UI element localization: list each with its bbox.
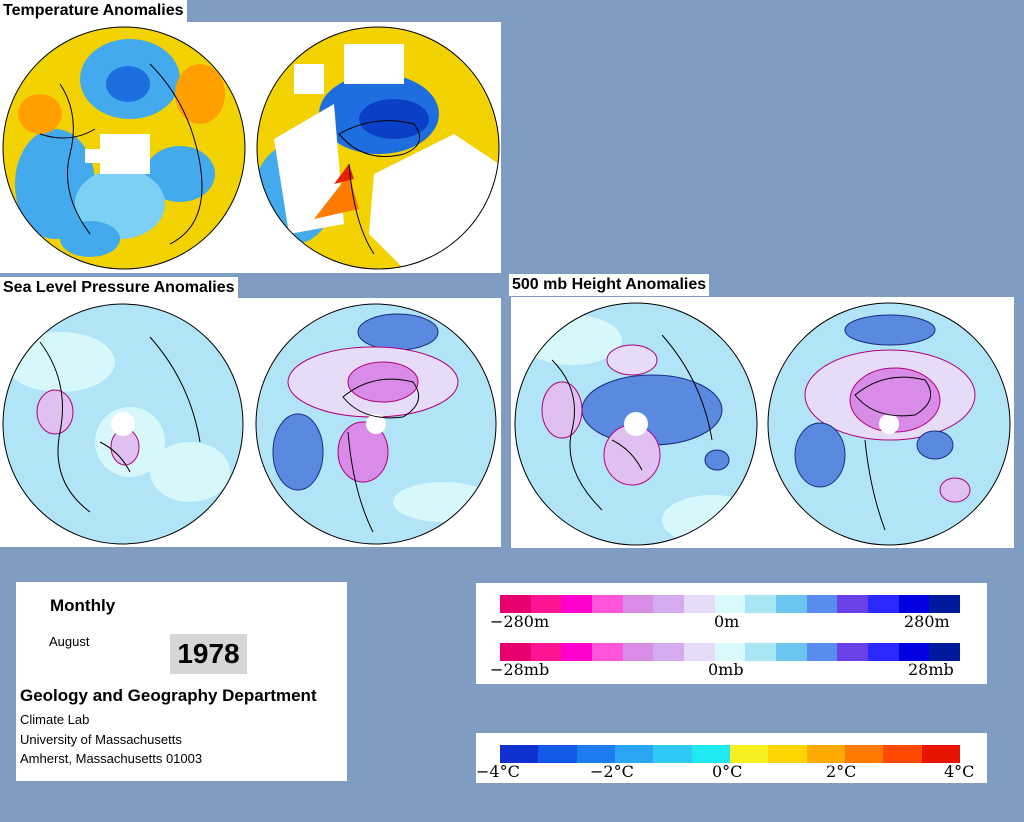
- temperature-globe-north: [2, 26, 246, 270]
- color-swatch: [921, 745, 960, 763]
- temperature-color-bar: [500, 745, 960, 763]
- year-label: 1978: [170, 634, 247, 674]
- temperature-legend: −4°C −2°C 0°C 2°C 4°C: [476, 733, 987, 783]
- temp-label-1: −2°C: [590, 762, 634, 781]
- university-label: University of Massachusetts: [20, 732, 182, 747]
- color-swatch: [530, 595, 562, 613]
- color-swatch: [653, 643, 685, 661]
- color-swatch: [745, 595, 777, 613]
- color-swatch: [576, 745, 615, 763]
- temp-label-3: 2°C: [826, 762, 857, 781]
- color-swatch: [614, 745, 654, 763]
- lab-label: Climate Lab: [20, 712, 90, 727]
- temp-label-2: 0°C: [712, 762, 743, 781]
- color-swatch: [530, 643, 562, 661]
- color-swatch: [500, 595, 531, 613]
- color-swatch: [837, 595, 869, 613]
- color-swatch: [500, 745, 539, 763]
- color-swatch: [806, 643, 838, 661]
- slp-label-min: −28mb: [490, 660, 550, 679]
- color-swatch: [806, 745, 845, 763]
- color-swatch: [622, 643, 654, 661]
- height-label-min: −280m: [490, 612, 550, 631]
- color-swatch: [684, 595, 715, 613]
- slp-color-bar: [500, 643, 961, 661]
- height-color-bar: [500, 595, 961, 613]
- slp-label-max: 28mb: [908, 660, 954, 679]
- slp-label-mid: 0mb: [708, 660, 744, 679]
- height500-globe-north: [514, 302, 758, 546]
- color-swatch: [929, 595, 961, 613]
- color-swatch: [729, 745, 769, 763]
- period-label: Monthly: [50, 596, 116, 615]
- temp-label-0: −4°C: [476, 762, 520, 781]
- color-swatch: [653, 745, 692, 763]
- slp-globe-south: [255, 303, 497, 545]
- height500-title: 500 mb Height Anomalies: [509, 274, 710, 296]
- color-swatch: [868, 643, 899, 661]
- color-swatch: [883, 745, 922, 763]
- color-swatch: [776, 595, 807, 613]
- height-label-mid: 0m: [714, 612, 740, 631]
- color-swatch: [844, 745, 884, 763]
- color-swatch: [561, 595, 593, 613]
- temperature-title: Temperature Anomalies: [0, 0, 187, 22]
- color-swatch: [768, 745, 807, 763]
- color-swatch: [592, 595, 623, 613]
- height-slp-legend: −280m 0m 280m −28mb 0mb 28mb: [476, 583, 987, 684]
- address-label: Amherst, Massachusetts 01003: [20, 751, 203, 766]
- department-label: Geology and Geography Department: [20, 686, 317, 705]
- color-swatch: [684, 643, 715, 661]
- temp-label-4: 4°C: [944, 762, 975, 781]
- slp-globe-north: [2, 303, 244, 545]
- month-label: August: [49, 634, 90, 649]
- color-swatch: [653, 595, 685, 613]
- color-swatch: [714, 595, 746, 613]
- color-swatch: [868, 595, 899, 613]
- color-swatch: [691, 745, 730, 763]
- slp-title: Sea Level Pressure Anomalies: [0, 277, 238, 299]
- color-swatch: [929, 643, 961, 661]
- color-swatch: [898, 595, 930, 613]
- color-swatch: [561, 643, 593, 661]
- color-swatch: [714, 643, 746, 661]
- height-label-max: 280m: [904, 612, 950, 631]
- color-swatch: [898, 643, 930, 661]
- temperature-globe-south: [256, 26, 500, 270]
- color-swatch: [500, 643, 531, 661]
- height500-globe-south: [767, 302, 1011, 546]
- color-swatch: [538, 745, 577, 763]
- info-box: Monthly August 1978 Geology and Geograph…: [16, 582, 347, 781]
- color-swatch: [837, 643, 869, 661]
- color-swatch: [622, 595, 654, 613]
- color-swatch: [592, 643, 623, 661]
- color-swatch: [776, 643, 807, 661]
- color-swatch: [806, 595, 838, 613]
- color-swatch: [745, 643, 777, 661]
